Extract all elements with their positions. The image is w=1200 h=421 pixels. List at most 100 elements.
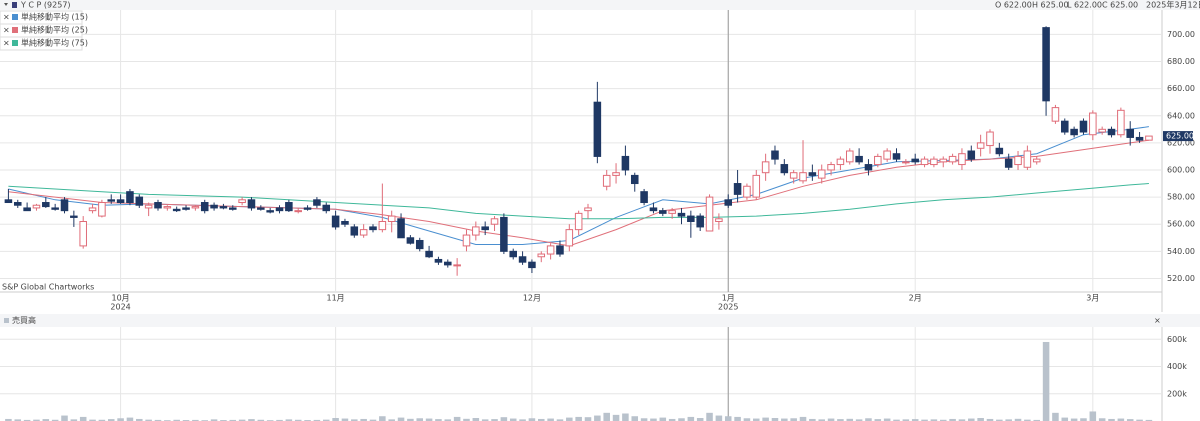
candle-body — [630, 174, 639, 185]
volume-bar — [1108, 418, 1115, 421]
x-tick-label: 1月 — [722, 294, 735, 303]
volume-bar — [14, 419, 22, 421]
volume-bar — [1005, 419, 1012, 421]
volume-bar — [117, 418, 124, 421]
moving-average-line — [8, 183, 1149, 220]
volume-icon — [4, 318, 9, 323]
legend-remove[interactable]: × — [3, 26, 10, 35]
candle-body — [369, 226, 377, 231]
candle-body — [1089, 112, 1097, 136]
volume-bar — [584, 417, 592, 421]
candle-body — [733, 183, 742, 195]
volume-bar — [294, 419, 302, 421]
volume-bar — [509, 418, 517, 421]
candle-body — [1117, 109, 1125, 136]
y-tick-label: 620.00 — [1167, 138, 1195, 147]
candle-body — [425, 250, 433, 258]
y-tick-label: 580.00 — [1167, 193, 1195, 202]
volume-bar — [958, 419, 966, 421]
candle-body — [799, 172, 807, 182]
chart-title: Y C P (9257) — [20, 1, 71, 10]
dropdown-icon[interactable] — [4, 3, 8, 6]
volume-bar — [407, 418, 414, 421]
volume-bar — [192, 419, 199, 421]
candle-body — [995, 147, 1004, 155]
volume-bar — [846, 418, 854, 421]
candle-body — [229, 207, 237, 210]
watermark: S&P Global Chartworks — [2, 283, 94, 292]
candle-body — [116, 199, 125, 204]
candle-body — [883, 150, 891, 160]
legend-swatch — [12, 40, 18, 46]
legend-box — [0, 36, 83, 51]
volume-bar — [837, 419, 844, 421]
volume-bar — [612, 414, 620, 421]
volume-bar — [799, 416, 807, 421]
volume-bar — [939, 419, 947, 421]
candle-body — [659, 210, 667, 214]
candle-body — [696, 215, 704, 228]
volume-bar — [883, 418, 891, 421]
x-tick-label: 10月 — [111, 294, 129, 303]
volume-bar — [949, 418, 956, 421]
volume-bar — [425, 418, 433, 421]
volume-bar — [603, 412, 610, 421]
candle-body — [70, 215, 78, 218]
candle-body — [331, 215, 340, 228]
x-tick-label: 11月 — [327, 294, 345, 303]
legend-remove[interactable]: × — [3, 13, 10, 22]
volume-bar — [921, 419, 928, 421]
candle-body — [107, 199, 116, 202]
candle-body — [864, 164, 873, 171]
candle-body — [920, 158, 929, 166]
volume-bar — [1126, 419, 1134, 421]
candle-body — [350, 226, 359, 236]
y-tick-label: 520.00 — [1167, 274, 1195, 283]
volume-bar — [397, 417, 405, 421]
candle-body — [1098, 128, 1106, 133]
candle-body — [341, 221, 349, 225]
candle-body — [1079, 120, 1088, 133]
candle-body — [238, 199, 246, 204]
low-label: L 622.00 — [1067, 1, 1102, 10]
candle-body — [182, 207, 190, 210]
candle-body — [1042, 27, 1050, 102]
x-tick-label: 3月 — [1086, 294, 1099, 303]
volume-bar — [668, 418, 676, 421]
volume-bar — [416, 418, 424, 421]
legend-remove[interactable]: × — [3, 39, 10, 48]
candle-body — [313, 199, 321, 206]
volume-bar — [1080, 418, 1087, 421]
volume-bar — [463, 418, 470, 421]
candle-body — [303, 207, 312, 210]
volume-bar — [734, 416, 741, 421]
candle-body — [902, 161, 910, 164]
volume-bar — [70, 419, 78, 421]
volume-bar — [706, 412, 713, 421]
y-tick-label: 680.00 — [1167, 57, 1195, 66]
candle-body — [462, 234, 471, 247]
legend-swatch — [12, 27, 18, 33]
volume-bar — [42, 419, 50, 421]
candle-body — [200, 202, 209, 212]
candle-body — [1051, 107, 1060, 122]
candle-body — [500, 216, 508, 252]
date-label: 2025年3月12日 — [1146, 0, 1200, 10]
candle-body — [1023, 150, 1032, 168]
close-label: C 625.00 — [1102, 1, 1138, 10]
candle-body — [406, 237, 415, 244]
y-tick-label: 640.00 — [1167, 111, 1195, 120]
legend-swatch — [12, 14, 18, 20]
close-button[interactable]: × — [1154, 316, 1161, 325]
volume-bar — [126, 417, 134, 421]
candle-body — [154, 202, 162, 209]
header-bar — [0, 0, 1200, 10]
volume-bar — [519, 419, 526, 421]
candle-body — [135, 196, 144, 206]
volume-bar — [435, 419, 442, 421]
volume-bar — [210, 419, 218, 421]
volume-bar — [1052, 412, 1059, 421]
volume-bar — [696, 418, 704, 421]
candle-body — [247, 199, 256, 209]
candle-body — [967, 150, 976, 160]
